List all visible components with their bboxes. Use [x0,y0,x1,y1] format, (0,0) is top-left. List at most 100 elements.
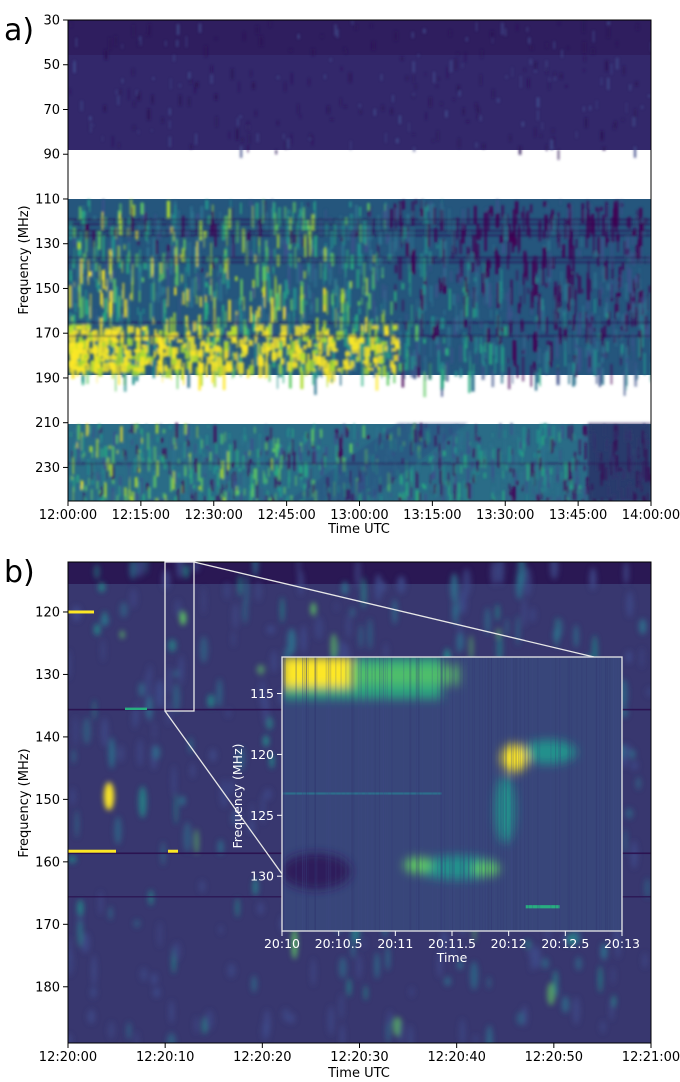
inset-striation [284,657,286,931]
band-110-188-streak [440,282,443,290]
band-210-245-streak [74,428,77,434]
band-110-188-streak [635,215,637,236]
band-110-188-streak [568,236,572,260]
band-110-188-streak [588,201,590,223]
band-110-188-streak [620,202,623,208]
band-110-188-bright-region [164,365,169,372]
band-110-188-streak [152,237,155,262]
band-110-188-bright-region [155,336,162,344]
band-110-188-streak [254,254,257,263]
band-110-188-bright-region [244,346,249,355]
band-110-188-streak [269,249,273,265]
band-110-188-streak [326,249,330,265]
band-210-245-streak [491,458,495,478]
band-110-188-streak [492,342,496,355]
band-110-188-streak [265,252,267,268]
band-210-245-streak [118,485,121,497]
band-110-188-bright-region [248,365,255,375]
panel-b-burst [470,961,479,991]
band-110-188-streak [556,370,560,386]
band-30-89-speckle [516,24,518,31]
inset-striation [511,657,513,931]
band-110-188-streak [267,277,271,302]
band-110-188-streak [363,277,365,290]
band-210-245-streak [440,482,443,500]
band-210-245-streak [206,458,209,462]
band-30-89-speckle [528,37,531,44]
band-210-245-streak [235,490,238,496]
band-110-188-bright-region [73,329,77,340]
band-110-188-streak [456,217,459,240]
band-110-188-streak [96,370,98,384]
band-30-89-speckle [358,104,361,108]
inset-striation [468,657,470,931]
band-110-188-streak [595,340,599,352]
band-110-188-streak [577,275,582,294]
band-30-89-speckle [204,45,208,58]
band-210-245-streak [556,466,559,484]
band-30-89-speckle [583,69,585,72]
band-110-188-streak [443,309,446,315]
band-110-188-streak [298,257,300,263]
band-110-188-streak [483,282,485,294]
band-210-245-streak [580,437,582,450]
band-30-89-speckle [614,121,617,127]
band-110-188-streak [181,215,185,238]
band-30-89-speckle [311,135,314,146]
inset-xtick-label: 20:11.5 [428,936,476,951]
band-110-188-streak [170,357,172,381]
band-110-188-streak [196,241,198,267]
band-110-188-streak [285,304,287,317]
band-110-188-streak [99,265,101,285]
band-210-245-streak [366,435,370,439]
band-210-245-streak [526,433,530,447]
band-110-188-streak [440,369,444,388]
inset-striation [295,657,297,931]
band-110-188-bright-region [145,357,150,365]
band-210-245-streak [523,443,525,452]
panel-b-burst [644,878,651,899]
band-30-89-speckle [602,147,606,151]
band-110-188-streak [428,363,432,381]
band-30-89-speckle [119,89,122,95]
band-110-188-bright-region [154,337,159,342]
band-210-245-streak [449,494,452,501]
band-110-188-streak [69,270,72,281]
inset-striation [600,657,602,931]
band-30-89-speckle [275,149,277,155]
band-110-188-streak [452,294,456,306]
panel-a-heatmap [68,20,651,501]
band-110-188-streak [575,347,578,365]
band-110-188-streak [154,243,157,267]
band-110-188-streak [412,248,416,275]
band-110-188-streak [219,331,221,350]
band-30-89-speckle [103,105,106,112]
band-210-245-streak [91,464,93,480]
band-110-188-streak [356,269,360,289]
band-110-188-streak [258,240,260,264]
band-110-188-streak [226,270,228,295]
band-110-188-streak [164,255,167,271]
band-210-245-streak [170,438,173,450]
band-210-245-streak [187,440,190,447]
band-110-188-bright-region [103,332,111,342]
band-110-188-streak [630,301,634,327]
band-210-245-streak [469,480,472,485]
band-110-188-streak [627,302,629,326]
band-110-188-streak [272,202,276,219]
band-110-188-bright-region [72,348,76,361]
band-110-188-streak [167,266,170,286]
band-30-89-speckle [398,115,402,124]
band-110-188-streak [276,363,279,389]
band-110-188-streak [135,253,139,268]
band-110-188-streak [121,260,123,273]
band-210-245-streak [339,449,343,463]
band-110-188-streak [462,209,465,229]
band-110-188-streak [479,344,482,353]
band-110-188-streak [599,281,602,299]
band-110-188-streak [586,301,590,310]
band-210-245-streak [432,464,436,480]
panel-b-burst [573,624,579,648]
band-30-89-speckle [480,74,482,86]
band-110-188-streak [547,276,550,287]
